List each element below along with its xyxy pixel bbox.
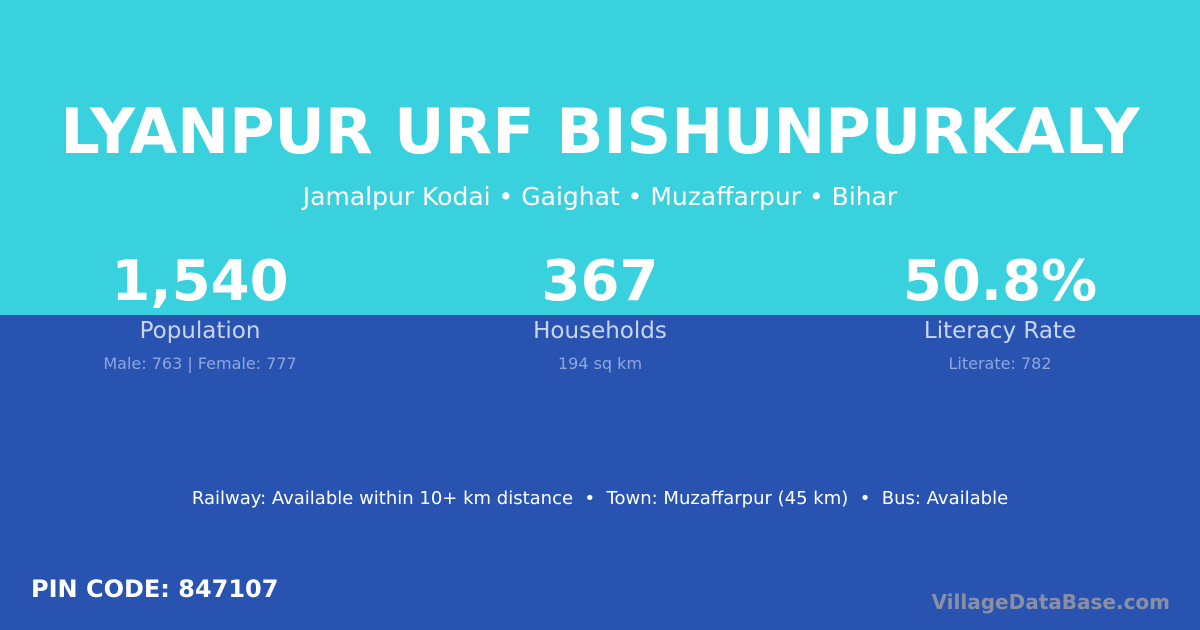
connectivity-info: Railway: Available within 10+ km distanc… (191, 488, 1009, 509)
header-band (0, 0, 1200, 315)
stat-label: Literacy Rate (923, 318, 1077, 344)
footer-band (0, 315, 1200, 630)
stat-value: 367 (541, 249, 659, 314)
stat-population: 1,540 Population Male: 763 | Female: 777 (0, 249, 400, 374)
pin-code: PIN CODE: 847107 (31, 575, 279, 603)
stat-label: Population (139, 318, 261, 344)
stat-literacy: 50.8% Literacy Rate Literate: 782 (800, 249, 1200, 374)
stat-households: 367 Households 194 sq km (400, 249, 800, 374)
stat-value: 50.8% (902, 249, 1098, 314)
stat-detail: 194 sq km (557, 354, 643, 373)
location-breadcrumb: Jamalpur Kodai • Gaighat • Muzaffarpur •… (302, 182, 898, 211)
watermark-logo: VillageDataBase.com (931, 590, 1170, 614)
village-title: LYANPUR URF BISHUNPURKALY (60, 95, 1140, 168)
stat-label: Households (533, 318, 667, 344)
stat-value: 1,540 (111, 249, 289, 314)
stat-detail: Male: 763 | Female: 777 (103, 354, 297, 373)
stat-detail: Literate: 782 (948, 354, 1052, 373)
